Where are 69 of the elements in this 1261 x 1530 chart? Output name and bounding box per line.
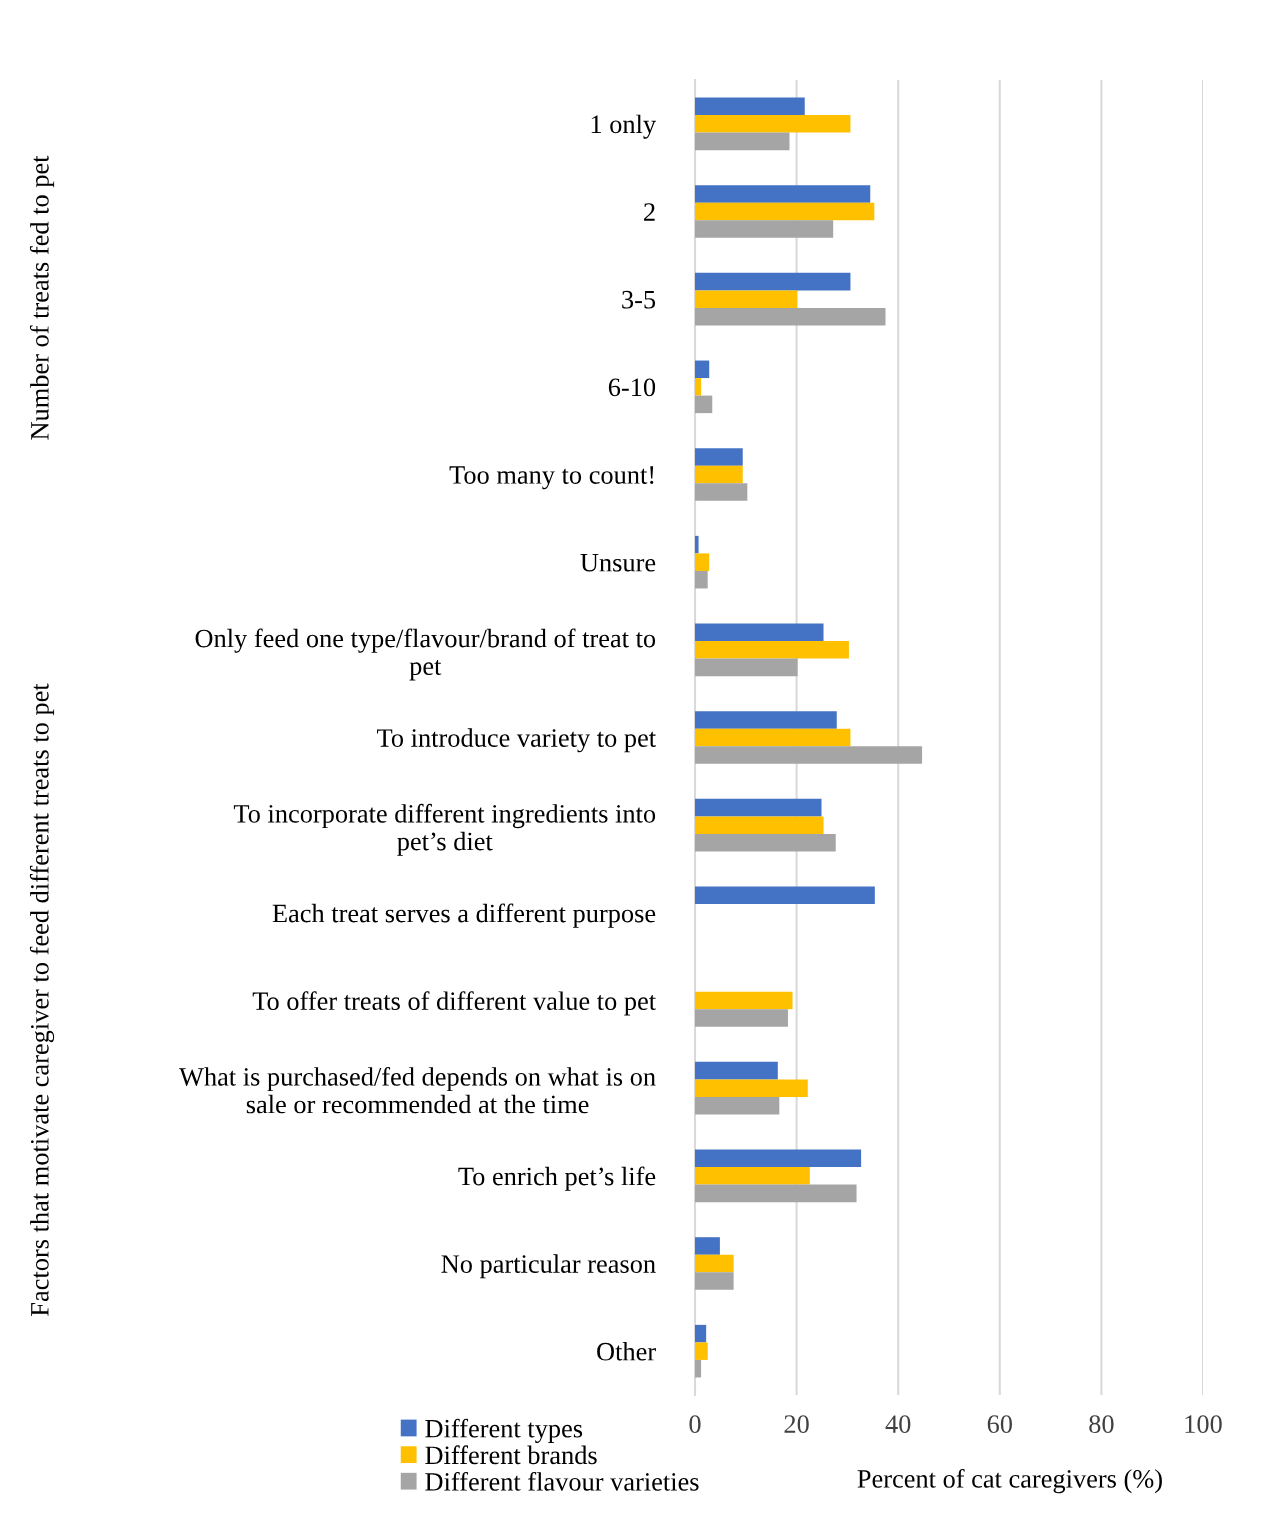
y-tick-label: Too many to count! bbox=[449, 466, 654, 490]
bar bbox=[695, 728, 851, 747]
bar bbox=[695, 1079, 808, 1097]
bar bbox=[695, 658, 798, 677]
bar bbox=[695, 360, 710, 379]
bar bbox=[695, 1096, 780, 1115]
y-tick-label: Only feed one type/flavour/brand of treat to pet bbox=[195, 628, 656, 681]
bar bbox=[695, 641, 849, 659]
bar bbox=[695, 97, 805, 116]
bar bbox=[695, 1061, 778, 1080]
bar bbox=[695, 1237, 720, 1255]
bar bbox=[695, 185, 871, 203]
text: Factors that motivate caregiver to feed different treats to pet bbox=[29, 683, 55, 1316]
y-tick-label: To offer treats of different value to pet bbox=[252, 991, 656, 1016]
y-tick-label: To enrich pet’s life bbox=[458, 1166, 656, 1191]
bar bbox=[695, 711, 837, 729]
bar bbox=[695, 991, 793, 1010]
y-tick-label: No particular reason bbox=[441, 1254, 656, 1279]
y-tick-label: Each treat serves a different purpose bbox=[272, 903, 656, 928]
x-tick-label: 80 bbox=[1089, 1415, 1114, 1434]
bar bbox=[695, 465, 743, 484]
x-tick-label: 40 bbox=[885, 1415, 911, 1434]
bar bbox=[695, 553, 710, 571]
bar bbox=[695, 448, 743, 466]
y-tick-label: To introduce variety to pet bbox=[377, 728, 656, 753]
bar bbox=[695, 570, 708, 589]
bar bbox=[695, 816, 824, 834]
bar bbox=[695, 202, 875, 221]
bar bbox=[695, 1272, 734, 1290]
y-tick-label: 3-5 bbox=[622, 290, 656, 309]
y-tick-label: What is purchased/fed depends on what is on sale or recommended at the time bbox=[179, 1066, 656, 1114]
bar bbox=[695, 483, 748, 501]
bar bbox=[695, 746, 923, 764]
bar bbox=[695, 1009, 788, 1027]
y-tick-label: To incorporate different ingredients into pet’s diet bbox=[233, 803, 656, 856]
x-axis-title: Percent of cat caregivers (%) bbox=[857, 1468, 1162, 1494]
bar bbox=[695, 886, 875, 905]
bar bbox=[695, 1324, 707, 1343]
bar bbox=[695, 1167, 810, 1185]
x-tick-label: 60 bbox=[987, 1415, 1012, 1434]
bar bbox=[695, 1254, 734, 1273]
legend-label: Different brands bbox=[425, 1445, 597, 1465]
bar bbox=[695, 290, 798, 308]
bar bbox=[695, 272, 851, 291]
bar bbox=[695, 833, 836, 852]
x-tick-label: 0 bbox=[689, 1415, 701, 1434]
bar bbox=[695, 115, 851, 133]
bar bbox=[695, 220, 834, 238]
x-tick-label: 100 bbox=[1185, 1415, 1222, 1434]
bar bbox=[695, 132, 790, 151]
bar bbox=[695, 798, 822, 817]
bar bbox=[695, 1342, 708, 1360]
bar bbox=[695, 395, 713, 414]
text: Number of treats fed to pet bbox=[29, 155, 55, 440]
bar bbox=[695, 307, 886, 326]
bar bbox=[695, 535, 699, 554]
y-tick-label: Other bbox=[597, 1342, 656, 1361]
legend-label: Different flavour varieties bbox=[425, 1471, 699, 1491]
bar bbox=[695, 1359, 702, 1378]
bar bbox=[695, 378, 702, 396]
y-tick-label: 2 bbox=[644, 203, 655, 221]
bar bbox=[695, 623, 824, 642]
bar bbox=[695, 1184, 857, 1203]
y-tick-label: Unsure bbox=[580, 554, 656, 572]
bar bbox=[695, 1149, 862, 1168]
x-tick-label: 20 bbox=[784, 1415, 809, 1434]
y-tick-label: 1 only bbox=[591, 114, 657, 139]
legend-label: Different types bbox=[425, 1418, 583, 1443]
y-tick-label: 6-10 bbox=[608, 378, 656, 397]
